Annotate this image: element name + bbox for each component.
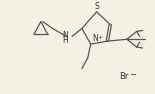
Text: −: − [129, 70, 136, 79]
Text: N: N [93, 34, 98, 43]
Text: S: S [94, 2, 99, 11]
Text: +: + [97, 35, 103, 40]
Text: Br: Br [119, 72, 128, 81]
Text: H: H [62, 36, 68, 45]
Text: N: N [62, 31, 68, 40]
